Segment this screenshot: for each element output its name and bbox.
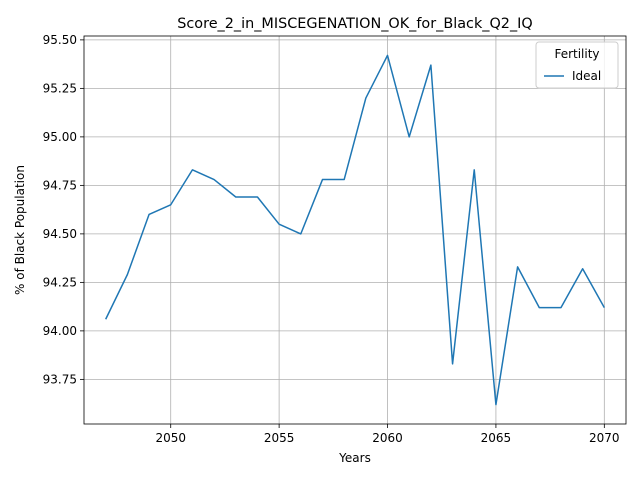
plot-area-frame <box>83 35 627 425</box>
x-tick-label: 2055 <box>264 431 295 445</box>
legend-title: Fertility <box>554 47 599 61</box>
legend-entry-ideal: Ideal <box>572 69 601 83</box>
x-tick-label: 2050 <box>155 431 186 445</box>
series-lines <box>105 54 605 406</box>
y-tick-label: 95.50 <box>43 33 77 47</box>
chart-title: Score_2_in_MISCEGENATION_OK_for_Black_Q2… <box>177 16 532 32</box>
y-axis-label: % of Black Population <box>13 165 27 295</box>
x-tick-label: 2070 <box>589 431 620 445</box>
y-tick-label: 94.75 <box>43 178 77 192</box>
x-tick-label: 2060 <box>372 431 403 445</box>
y-axis-ticks: 93.75 94.00 94.25 94.50 94.75 95.00 95.25 95.50 <box>43 33 84 386</box>
x-axis-label: Years <box>338 451 371 465</box>
y-tick-label: 94.25 <box>43 275 77 289</box>
y-tick-label: 93.75 <box>43 372 77 386</box>
y-tick-label: 94.50 <box>43 227 77 241</box>
series-line-ideal <box>105 54 605 406</box>
y-tick-label: 95.00 <box>43 130 77 144</box>
x-tick-label: 2065 <box>481 431 512 445</box>
y-tick-label: 95.25 <box>43 81 77 95</box>
x-axis-ticks: 2050 2055 2060 2065 2070 <box>155 424 620 445</box>
legend: Fertility Ideal <box>535 41 619 89</box>
y-tick-label: 94.00 <box>43 324 77 338</box>
